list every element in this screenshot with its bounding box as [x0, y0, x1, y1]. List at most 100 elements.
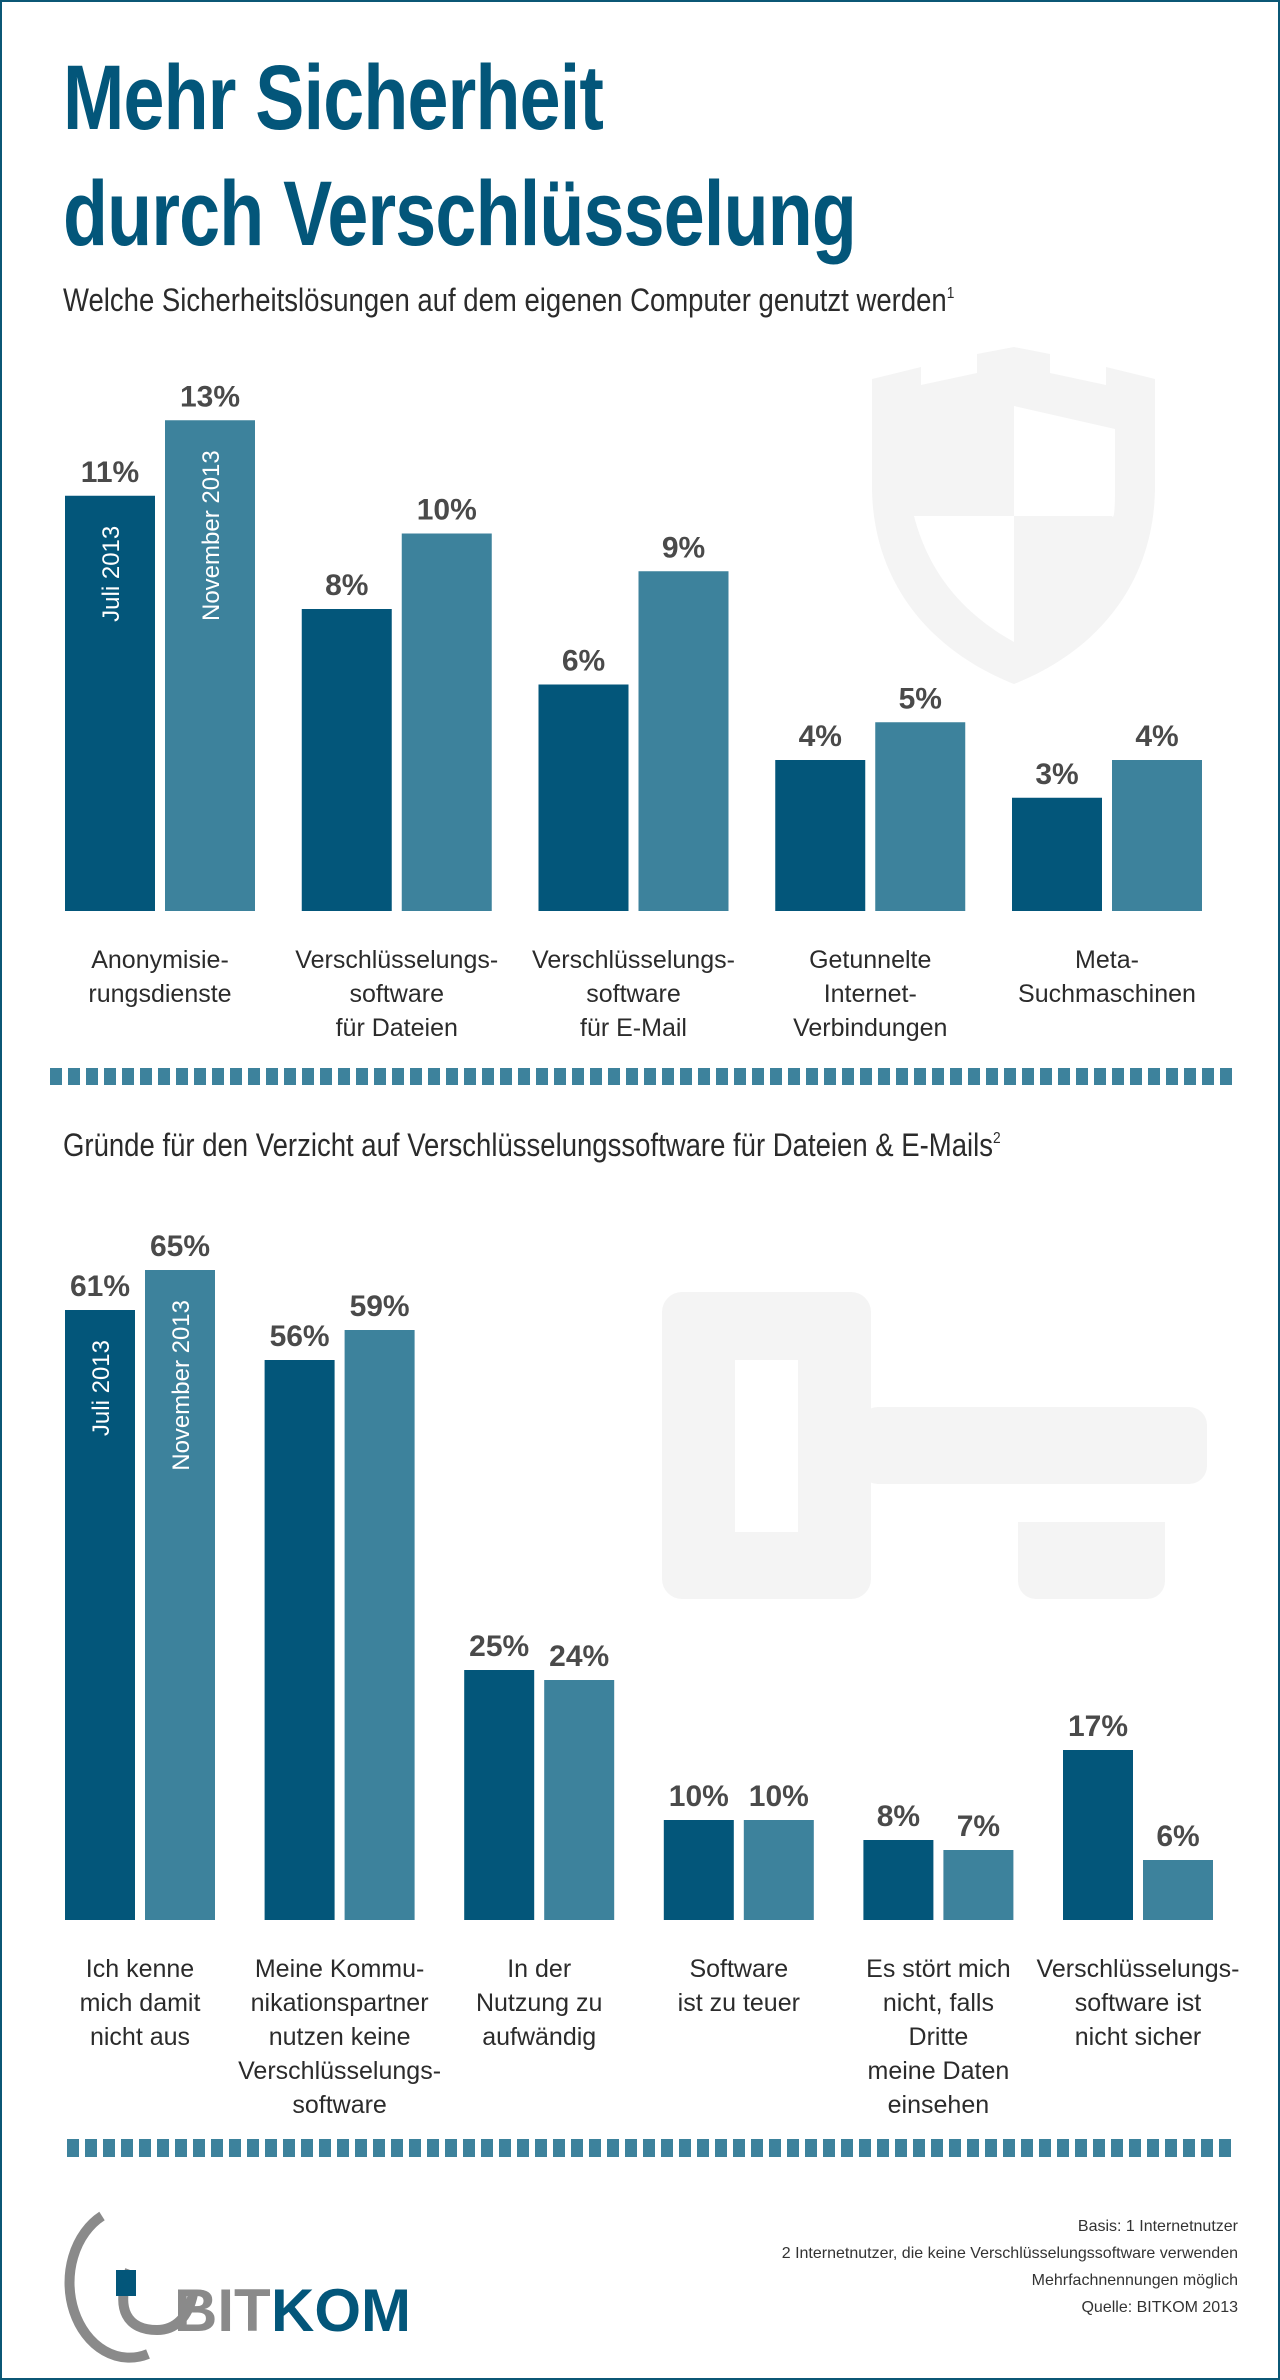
- divider-dash: [518, 1068, 530, 1085]
- divider-dash: [1147, 2139, 1159, 2157]
- divider-dash: [229, 2139, 241, 2157]
- divider-dash: [356, 1068, 368, 1085]
- logo-arc-outer: [64, 2211, 150, 2363]
- divider-dash: [589, 2139, 601, 2157]
- divider-dash: [896, 1068, 908, 1085]
- legend-juli: Juli 2013: [88, 1340, 115, 1436]
- divider-dash: [427, 2139, 439, 2157]
- divider-dash: [1184, 1068, 1196, 1085]
- category-label: Internet-: [824, 980, 917, 1008]
- bar-november-4: [1112, 760, 1202, 911]
- data-label: 17%: [1068, 1710, 1128, 1743]
- divider-dash: [68, 1068, 80, 1085]
- divider-dash: [770, 1068, 782, 1085]
- divider-dash: [716, 1068, 728, 1085]
- divider-dash: [140, 1068, 152, 1085]
- divider-dash: [536, 1068, 548, 1085]
- page-title-line-2: durch Verschlüsselung: [63, 163, 857, 265]
- divider-dash: [805, 2139, 817, 2157]
- chart1-title: Welche Sicherheitslösungen auf dem eigen…: [63, 284, 954, 316]
- divider-dash: [248, 1068, 260, 1085]
- category-label: meine Daten: [868, 2057, 1010, 2085]
- bar-november-0: [145, 1270, 215, 1920]
- divider-dash: [410, 1068, 422, 1085]
- footnote-basis-1: Basis: 1 Internetnutzer: [1077, 2218, 1238, 2235]
- divider-dash: [392, 1068, 404, 1085]
- category-label: software: [292, 2091, 386, 2119]
- divider-dash: [139, 2139, 151, 2157]
- chart-reasons-no-encryption: 61% Juli 2013 65% November 2013 Ich kenne mic…: [65, 1230, 1239, 2119]
- category-label: software ist: [1075, 1989, 1201, 2017]
- divider-dash: [752, 1068, 764, 1085]
- divider-dash: [266, 1068, 278, 1085]
- divider-dash: [1129, 2139, 1141, 2157]
- divider-dash: [247, 2139, 259, 2157]
- divider-dash: [265, 2139, 277, 2157]
- divider-dash: [950, 1068, 962, 1085]
- divider-dash: [481, 2139, 493, 2157]
- divider-dash: [1166, 1068, 1178, 1085]
- category-label: software: [586, 980, 680, 1008]
- divider-dash: [554, 1068, 566, 1085]
- divider-dash: [446, 1068, 458, 1085]
- category-label: für E-Mail: [580, 1014, 687, 1042]
- divider-dash: [121, 2139, 133, 2157]
- divider-dash: [409, 2139, 421, 2157]
- divider-dash: [877, 2139, 889, 2157]
- divider-dash: [1112, 1068, 1124, 1085]
- divider-dash: [337, 2139, 349, 2157]
- data-label: 10%: [749, 1780, 809, 1813]
- divider-dash: [608, 1068, 620, 1085]
- divider-dash: [482, 1068, 494, 1085]
- divider-dash: [553, 2139, 565, 2157]
- category-label: nicht aus: [90, 2023, 190, 2051]
- divider-dash: [1148, 1068, 1160, 1085]
- divider-dash: [1040, 1068, 1052, 1085]
- bar-november-2: [544, 1680, 615, 1920]
- divider-dash: [626, 1068, 638, 1085]
- divider-dash: [769, 2139, 781, 2157]
- divider-dash: [734, 1068, 746, 1085]
- footnote-source: Quelle: BITKOM 2013: [1081, 2299, 1238, 2316]
- divider-dash: [1094, 1068, 1106, 1085]
- divider-dash: [607, 2139, 619, 2157]
- data-label: 25%: [469, 1630, 529, 1663]
- category-label: rungsdienste: [88, 980, 231, 1008]
- divider-dash: [968, 1068, 980, 1085]
- divider-dash: [175, 2139, 187, 2157]
- category-label: Suchmaschinen: [1018, 980, 1196, 1008]
- divider-dash: [1039, 2139, 1051, 2157]
- divider-dash: [284, 1068, 296, 1085]
- divider-dash: [787, 2139, 799, 2157]
- divider-dash: [571, 2139, 583, 2157]
- chart2-title: Gründe für den Verzicht auf Verschlüssel…: [63, 1129, 1001, 1161]
- data-label: 24%: [549, 1640, 609, 1673]
- divider-dash: [157, 2139, 169, 2157]
- category-label: Verschlüsselungs-: [1037, 1955, 1240, 1983]
- bar-juli-1: [264, 1360, 335, 1920]
- divider-dash: [644, 1068, 656, 1085]
- divider-dash: [212, 1068, 224, 1085]
- divider-dash: [499, 2139, 511, 2157]
- divider-dash: [230, 1068, 242, 1085]
- bar-juli-0: [65, 1310, 135, 1920]
- divider-dash: [842, 1068, 854, 1085]
- divider-dash: [445, 2139, 457, 2157]
- divider-dash: [122, 1068, 134, 1085]
- divider-dash: [283, 2139, 295, 2157]
- divider-dash: [1003, 2139, 1015, 2157]
- bar-november-4: [943, 1850, 1014, 1920]
- data-label: 3%: [1035, 758, 1078, 791]
- category-label: Meine Kommu-: [255, 1955, 425, 1983]
- bar-juli-4: [863, 1840, 934, 1920]
- legend-november: November 2013: [168, 1300, 195, 1471]
- divider-dash: [788, 1068, 800, 1085]
- divider-dash: [319, 2139, 331, 2157]
- category-label: software: [350, 980, 444, 1008]
- divider-dash: [194, 1068, 206, 1085]
- category-label: ist zu teuer: [678, 1989, 800, 2017]
- divider-dash: [374, 1068, 386, 1085]
- divider-dash: [662, 1068, 674, 1085]
- category-label: Getunnelte: [809, 946, 931, 974]
- divider-dash: [517, 2139, 529, 2157]
